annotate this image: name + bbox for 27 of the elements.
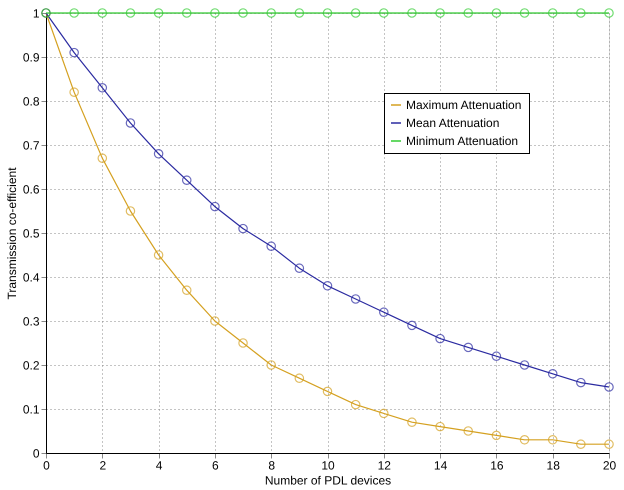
y-axis-title: Transmission co-efficient	[4, 166, 19, 300]
y-tick-label: 0.4	[22, 270, 40, 284]
y-tick-label: 0.1	[22, 402, 40, 416]
x-tick-label: 6	[212, 458, 220, 472]
x-tick-label: 4	[156, 458, 163, 472]
x-tick-label: 20	[602, 458, 616, 472]
y-tick-label: 0.2	[22, 358, 40, 372]
x-tick-label: 12	[378, 458, 392, 472]
x-tick-label: 16	[490, 458, 504, 472]
y-tick-label: 0.9	[22, 50, 40, 64]
y-tick-label: 0.7	[22, 138, 40, 152]
x-axis-title: Number of PDL devices	[264, 474, 392, 488]
y-tick-label: 0.5	[22, 226, 40, 240]
x-tick-label: 8	[268, 458, 276, 472]
x-tick-label: 10	[321, 458, 335, 472]
y-tick-label: 1	[32, 6, 40, 20]
y-tick-label: 0.6	[22, 182, 40, 196]
legend-label: Mean Attenuation	[406, 116, 500, 130]
y-tick-label: 0.8	[22, 94, 40, 108]
x-tick-label: 0	[43, 458, 50, 472]
y-tick-label: 0.3	[22, 314, 40, 328]
y-tick-label: 0	[32, 446, 40, 460]
legend-label: Maximum Attenuation	[406, 98, 522, 112]
x-tick-label: 14	[434, 458, 448, 472]
x-tick-label: 18	[546, 458, 560, 472]
x-tick-label: 2	[99, 458, 106, 472]
legend-label: Minimum Attenuation	[406, 134, 518, 148]
